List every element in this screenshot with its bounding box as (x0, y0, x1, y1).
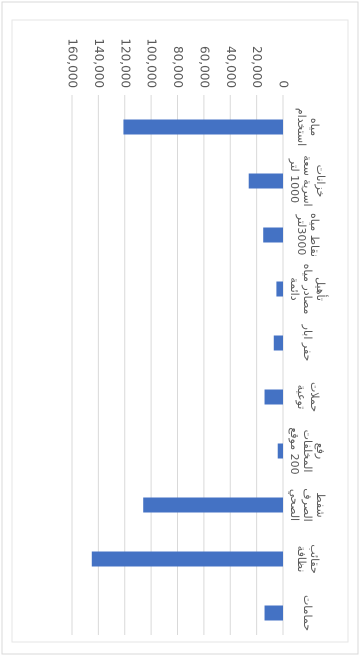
bar (248, 173, 283, 189)
y-tick-label: 140,000 (92, 38, 106, 88)
bar (263, 227, 283, 243)
bar (264, 605, 283, 621)
bar (91, 551, 283, 567)
bar (276, 281, 283, 297)
category-label: حقائب نظافة (295, 544, 321, 574)
category-label: خزانات اسرية سعة 1000 لتر (288, 155, 328, 207)
y-tick-label: 80,000 (171, 46, 185, 88)
category-label: نقاط مياه 3000لتر (295, 213, 321, 257)
category-label: تأهيل مصادر مياه دائمة (288, 263, 328, 315)
category-label: حملات توعية (295, 381, 321, 413)
bar (264, 389, 283, 405)
y-tick-label: 120,000 (118, 38, 132, 88)
y-tick-label: 0 (277, 80, 291, 88)
category-label: شفط الصرف الصحي (288, 488, 328, 522)
category-label: حمامات (301, 594, 315, 632)
y-tick-label: 100,000 (145, 38, 159, 88)
bar (123, 119, 284, 135)
bar (273, 335, 283, 351)
category-label: حفر ابار (301, 324, 315, 362)
bar (277, 443, 283, 459)
bar (143, 497, 283, 513)
category-label: رفع المخلفات 200 موقع (288, 427, 328, 475)
y-tick-label: 60,000 (197, 46, 211, 88)
y-tick-label: 20,000 (250, 46, 264, 88)
plot-border (11, 19, 349, 643)
y-tick-label: 40,000 (224, 46, 238, 88)
y-tick-label: 160,000 (66, 38, 80, 88)
category-label: مياه استخدام (295, 107, 321, 147)
